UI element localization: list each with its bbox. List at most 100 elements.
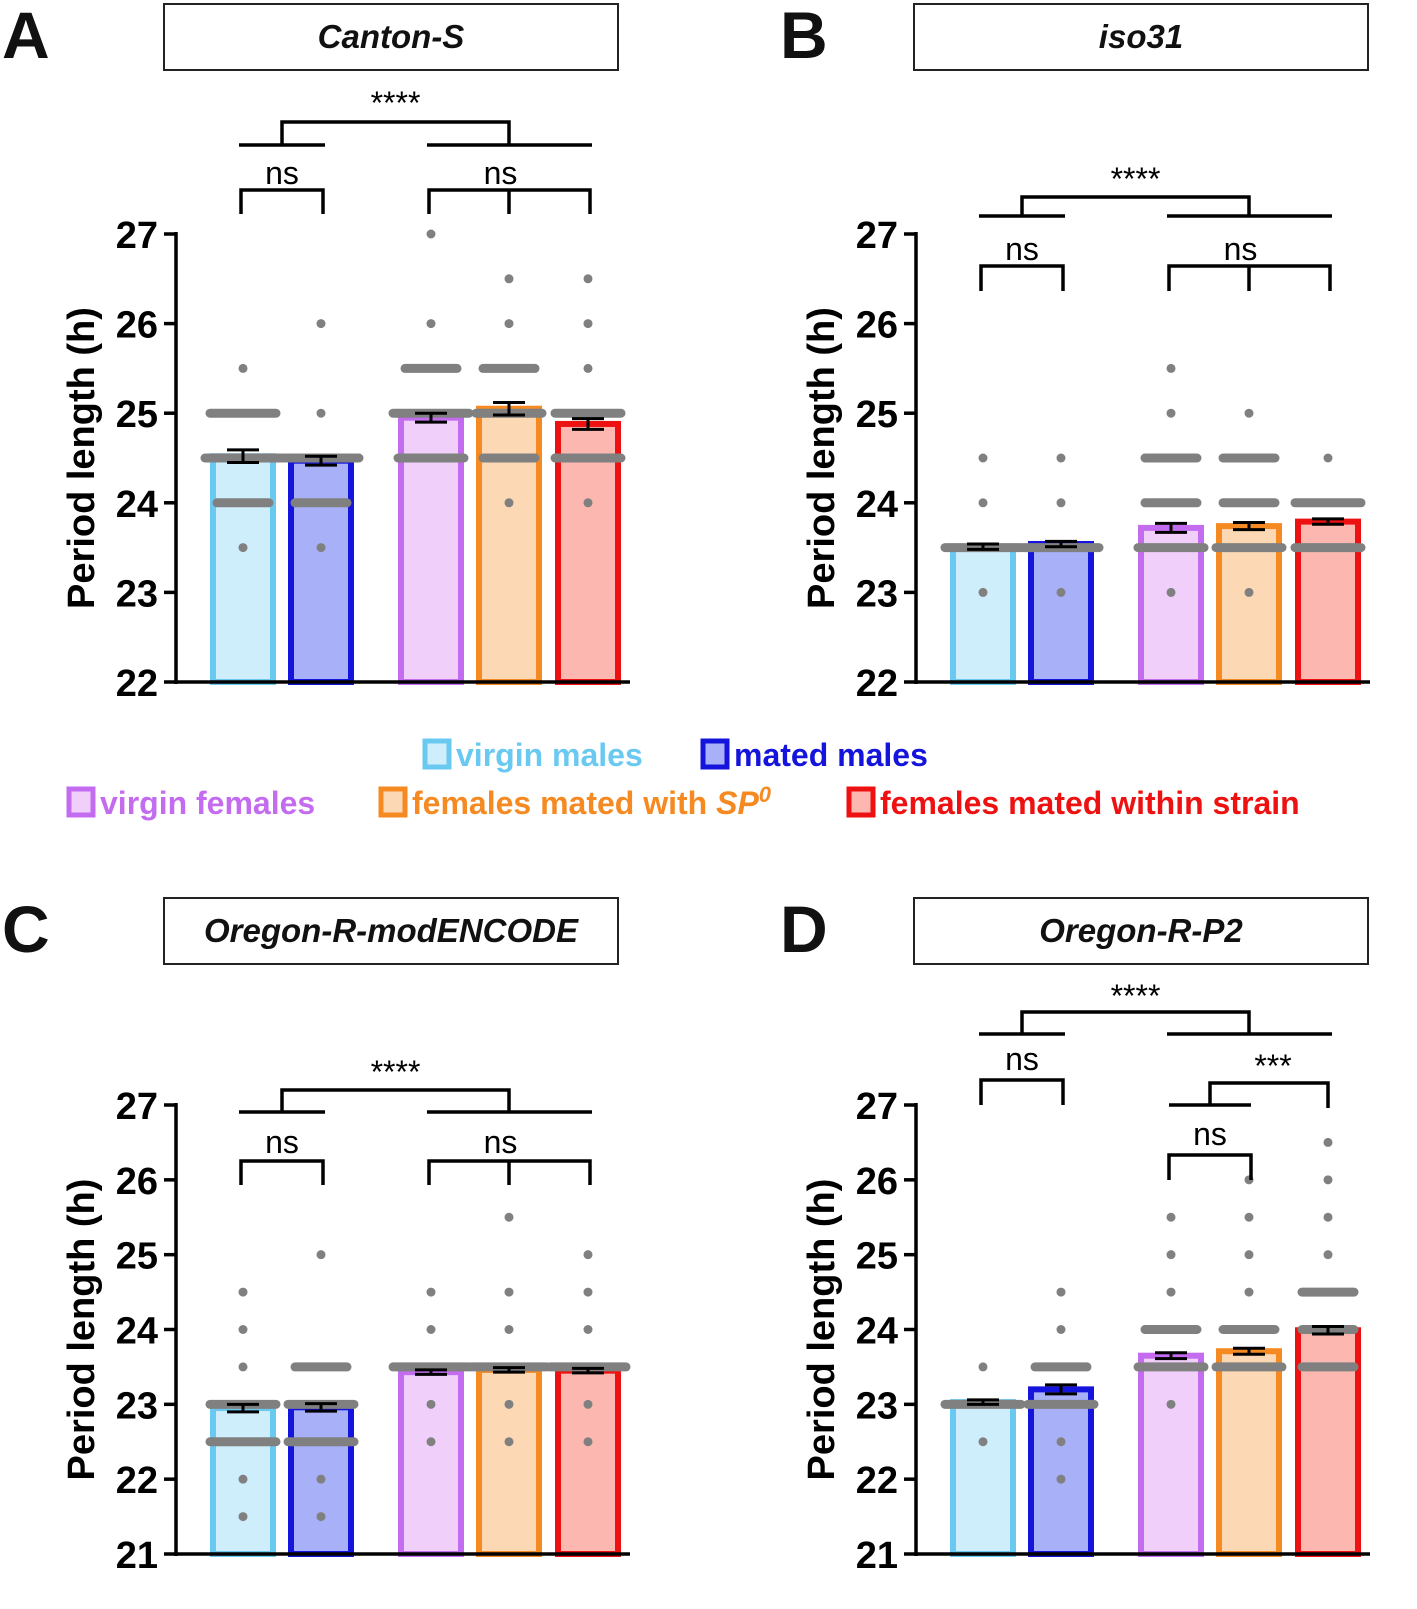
legend-swatch xyxy=(700,738,730,770)
y-tick-label: 26 xyxy=(856,305,898,347)
legend: virgin males mated males virgin females fem… xyxy=(66,737,1300,821)
y-tick-label: 22 xyxy=(116,1460,158,1502)
data-point xyxy=(583,363,593,373)
data-point xyxy=(316,543,326,553)
data-point xyxy=(1056,1474,1066,1484)
data-point xyxy=(504,1287,514,1297)
data-point xyxy=(1323,1250,1333,1260)
y-tick-label: 22 xyxy=(856,1460,898,1502)
legend-label: virgin females xyxy=(100,785,315,821)
bar-1 xyxy=(1028,1386,1094,1558)
data-point xyxy=(583,319,593,329)
y-tick-label: 22 xyxy=(856,663,898,705)
legend-swatch xyxy=(846,786,876,818)
data-point xyxy=(1166,1250,1176,1260)
title-box xyxy=(163,897,619,965)
data-point xyxy=(504,498,514,508)
sig-label: *** xyxy=(1254,1048,1291,1084)
data-point xyxy=(316,319,326,329)
y-tick-label: 27 xyxy=(856,1086,898,1128)
y-tick-label: 27 xyxy=(856,215,898,257)
sig-bracket xyxy=(1020,195,1251,216)
panel-letter: C xyxy=(2,892,50,966)
sig-label: ns xyxy=(1005,1041,1039,1077)
sig-label: ns xyxy=(1193,1116,1227,1152)
data-point xyxy=(238,1474,248,1484)
y-axis-label: Period length (h) xyxy=(61,307,103,609)
data-point xyxy=(583,1437,593,1447)
bar-2 xyxy=(398,1369,464,1558)
y-tick-label: 22 xyxy=(116,663,158,705)
legend-label: mated males xyxy=(734,737,928,773)
y-axis-label: Period length (h) xyxy=(801,307,843,609)
data-point xyxy=(504,1399,514,1409)
data-point xyxy=(426,1287,436,1297)
strain-title: Oregon-R-P2 xyxy=(1039,912,1243,949)
data-point xyxy=(583,1399,593,1409)
data-point xyxy=(1056,498,1066,508)
sig-label: ns xyxy=(265,155,299,191)
bar-4 xyxy=(555,420,621,685)
sig-bracket xyxy=(239,188,325,214)
data-point xyxy=(426,1325,436,1334)
data-point xyxy=(978,453,988,463)
legend-item: mated males xyxy=(700,737,928,773)
data-point xyxy=(978,587,988,597)
data-point xyxy=(1323,1175,1333,1185)
bar-1 xyxy=(288,457,354,685)
sig-bracket xyxy=(280,1088,511,1112)
data-point xyxy=(238,543,248,553)
data-point xyxy=(1323,453,1333,463)
bar-0 xyxy=(950,1399,1016,1558)
data-point xyxy=(1166,1212,1176,1222)
data-point xyxy=(316,1250,326,1260)
y-tick-label: 27 xyxy=(116,215,158,257)
sig-bracket xyxy=(1020,1010,1251,1034)
legend-swatch xyxy=(66,786,96,818)
data-point xyxy=(978,498,988,508)
legend-label-superscript: 0 xyxy=(759,782,772,807)
bar-3 xyxy=(476,1366,542,1558)
y-tick-label: 27 xyxy=(116,1086,158,1128)
legend-item: females mated within strain xyxy=(846,785,1300,821)
strain-title: Oregon-R-modENCODE xyxy=(204,912,579,949)
data-point xyxy=(238,1325,248,1334)
data-point xyxy=(426,1399,436,1409)
bar-0 xyxy=(210,453,276,686)
panels: 22 23 24 25 26 27 ns ns **** A Canton-S Period leng… xyxy=(2,0,1370,1577)
panel-C: 21 22 23 24 25 26 27 ns ns **** xyxy=(116,1054,631,1577)
sig-label: ns xyxy=(265,1124,299,1160)
title-box xyxy=(913,897,1369,965)
sig-bracket xyxy=(1208,1081,1330,1108)
bar-0 xyxy=(950,543,1016,685)
data-point xyxy=(1244,1212,1254,1222)
sig-bracket xyxy=(280,120,511,145)
sig-bracket xyxy=(979,264,1065,291)
panel-A: 22 23 24 25 26 27 ns ns **** xyxy=(116,85,630,705)
sig-label: **** xyxy=(371,1054,421,1090)
data-point xyxy=(504,319,514,329)
bar-2 xyxy=(1138,1352,1204,1557)
data-point xyxy=(1166,1399,1176,1409)
panel-B: 22 23 24 25 26 27 ns ns **** xyxy=(856,161,1370,705)
data-point xyxy=(1056,453,1066,463)
data-point xyxy=(1166,587,1176,597)
legend-label-text: mated males xyxy=(734,737,928,773)
y-tick-label: 25 xyxy=(856,394,898,436)
sig-label: ns xyxy=(1005,231,1039,267)
data-point xyxy=(504,274,514,284)
data-point xyxy=(1056,587,1066,597)
data-point xyxy=(426,229,436,239)
data-point xyxy=(504,1212,514,1222)
data-point xyxy=(316,1474,326,1484)
y-axis-label: Period length (h) xyxy=(61,1179,103,1481)
y-tick-label: 21 xyxy=(856,1535,898,1577)
data-point xyxy=(583,1250,593,1260)
data-point xyxy=(1323,1137,1333,1147)
y-tick-label: 23 xyxy=(116,1385,158,1427)
data-point xyxy=(238,1362,248,1372)
legend-label-text: virgin males xyxy=(456,737,643,773)
legend-swatch xyxy=(422,738,452,770)
